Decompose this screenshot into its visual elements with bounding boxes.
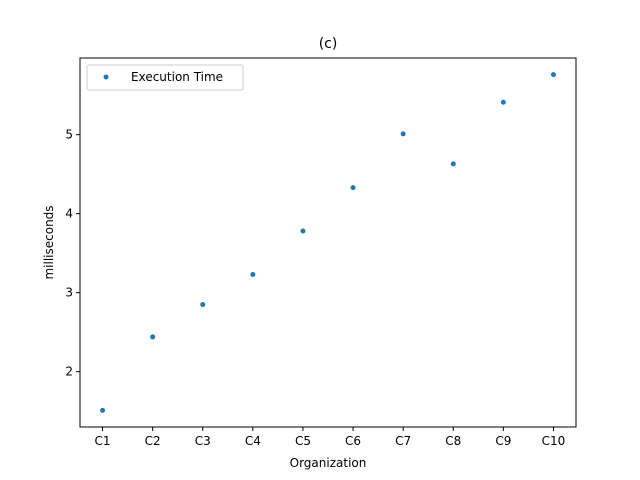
- data-point: [100, 407, 106, 413]
- y-tick-label: 4: [65, 207, 73, 221]
- y-axis: 2 3 4 5: [65, 128, 80, 379]
- x-tick-label: C4: [245, 434, 261, 448]
- data-point: [450, 161, 456, 167]
- x-tick-label: C10: [542, 434, 566, 448]
- data-point: [350, 185, 356, 191]
- plot-area: [100, 72, 556, 413]
- legend-marker: [103, 74, 109, 80]
- chart-title: (c): [319, 36, 338, 52]
- y-tick-label: 5: [65, 128, 73, 142]
- x-tick-label: C5: [295, 434, 311, 448]
- x-tick-label: C8: [445, 434, 461, 448]
- x-tick-label: C2: [145, 434, 161, 448]
- y-tick-label: 3: [65, 286, 73, 300]
- data-point: [250, 272, 256, 278]
- axes-frame: [79, 57, 577, 428]
- data-point: [300, 228, 306, 234]
- y-axis-title: milliseconds: [42, 205, 56, 279]
- legend-label: Execution Time: [131, 70, 223, 84]
- data-point: [500, 99, 506, 105]
- x-tick-label: C6: [345, 434, 361, 448]
- data-point: [200, 302, 206, 308]
- data-point: [550, 72, 556, 78]
- data-point: [400, 131, 406, 137]
- legend-box: [86, 64, 244, 91]
- data-point: [150, 334, 156, 340]
- x-tick-label: C9: [495, 434, 511, 448]
- x-axis: C1 C2 C3 C4 C5 C6 C7 C8 C9 C10: [95, 427, 566, 448]
- x-axis-title: Organization: [290, 456, 367, 470]
- x-tick-label: C7: [395, 434, 411, 448]
- legend: Execution Time: [86, 64, 244, 91]
- x-tick-label: C1: [95, 434, 111, 448]
- y-tick-label: 2: [65, 365, 73, 379]
- x-tick-label: C3: [195, 434, 211, 448]
